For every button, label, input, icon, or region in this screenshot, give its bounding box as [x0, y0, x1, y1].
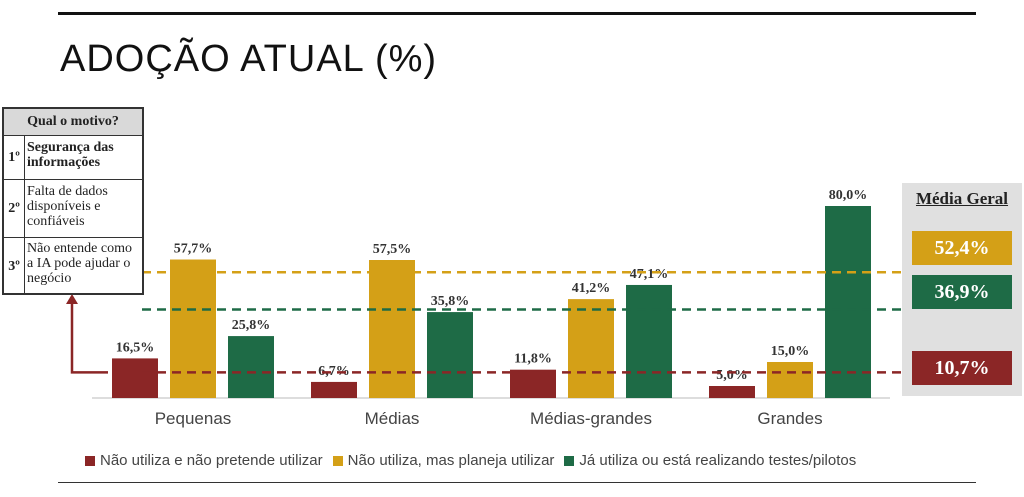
category-label: Grandes — [757, 409, 822, 428]
reason-text: Falta de dados disponíveis e confiáveis — [27, 184, 108, 229]
reason-text: Segurança das informações — [27, 140, 114, 170]
reason-row-2: 2º Falta de dados disponíveis e confiáve… — [4, 180, 142, 238]
reason-table-title: Qual o motivo? — [4, 109, 142, 136]
reason-rank: 3º — [4, 238, 25, 295]
average-panel-title: Média Geral — [915, 189, 1009, 208]
average-box-green: 36,9% — [912, 275, 1012, 309]
legend-item: Não utiliza, mas planeja utilizar — [332, 452, 555, 469]
reason-rank: 2º — [4, 180, 25, 237]
legend-swatch-green — [564, 455, 575, 466]
category-label: Pequenas — [155, 409, 232, 428]
legend-label: Não utiliza e não pretende utilizar — [100, 452, 323, 469]
legend-item: Já utiliza ou está realizando testes/pil… — [564, 452, 856, 469]
category-label: Médias — [365, 409, 420, 428]
legend-item: Não utiliza e não pretende utilizar — [85, 452, 323, 469]
bar — [510, 369, 556, 398]
legend: Não utiliza e não pretende utilizar Não … — [85, 452, 856, 469]
bar-value-label: 6,7% — [318, 364, 350, 379]
average-box-gold: 52,4% — [912, 231, 1012, 265]
bar-value-label: 5,0% — [716, 368, 748, 383]
bar-value-label: 47,1% — [630, 267, 669, 282]
bar — [568, 299, 614, 398]
top-rule — [58, 12, 976, 15]
bar-value-label: 57,7% — [174, 242, 213, 257]
bar-value-label: 80,0% — [829, 188, 868, 203]
category-label: Médias-grandes — [530, 409, 652, 428]
bar — [767, 362, 813, 398]
reason-connector-arrow — [70, 302, 108, 374]
reason-text: Não entende como a IA pode ajudar o negó… — [27, 241, 132, 286]
reason-row-3: 3º Não entende como a IA pode ajudar o n… — [4, 238, 142, 295]
bottom-rule — [58, 482, 976, 483]
reason-table: Qual o motivo? 1º Segurança das informaç… — [2, 107, 144, 295]
reason-row-1: 1º Segurança das informações — [4, 136, 142, 180]
bar — [112, 358, 158, 398]
bar — [825, 206, 871, 398]
bar-value-label: 41,2% — [572, 281, 611, 296]
reason-arrow-head — [66, 294, 78, 304]
bar-value-label: 16,5% — [116, 340, 155, 355]
legend-swatch-red — [85, 455, 95, 466]
bar-value-label: 15,0% — [771, 344, 810, 359]
bar — [228, 336, 274, 398]
reason-rank: 1º — [4, 136, 25, 179]
bar — [170, 259, 216, 398]
legend-label: Não utiliza, mas planeja utilizar — [347, 452, 555, 469]
bar — [311, 381, 357, 398]
average-panel: Média Geral 52,4% 36,9% 10,7% — [902, 183, 1022, 396]
bar-value-label: 57,5% — [373, 242, 412, 257]
bar — [369, 260, 415, 398]
legend-label: Já utiliza ou está realizando testes/pil… — [579, 452, 857, 469]
bar-value-label: 35,8% — [431, 294, 470, 309]
average-box-red: 10,7% — [912, 351, 1012, 385]
bar-value-label: 11,8% — [514, 352, 552, 367]
chart-title: ADOÇÃO ATUAL (%) — [60, 38, 438, 80]
bar — [709, 386, 755, 398]
legend-swatch-gold — [332, 455, 343, 466]
bar — [626, 284, 672, 398]
bar-value-label: 25,8% — [232, 318, 271, 333]
bar — [427, 312, 473, 398]
